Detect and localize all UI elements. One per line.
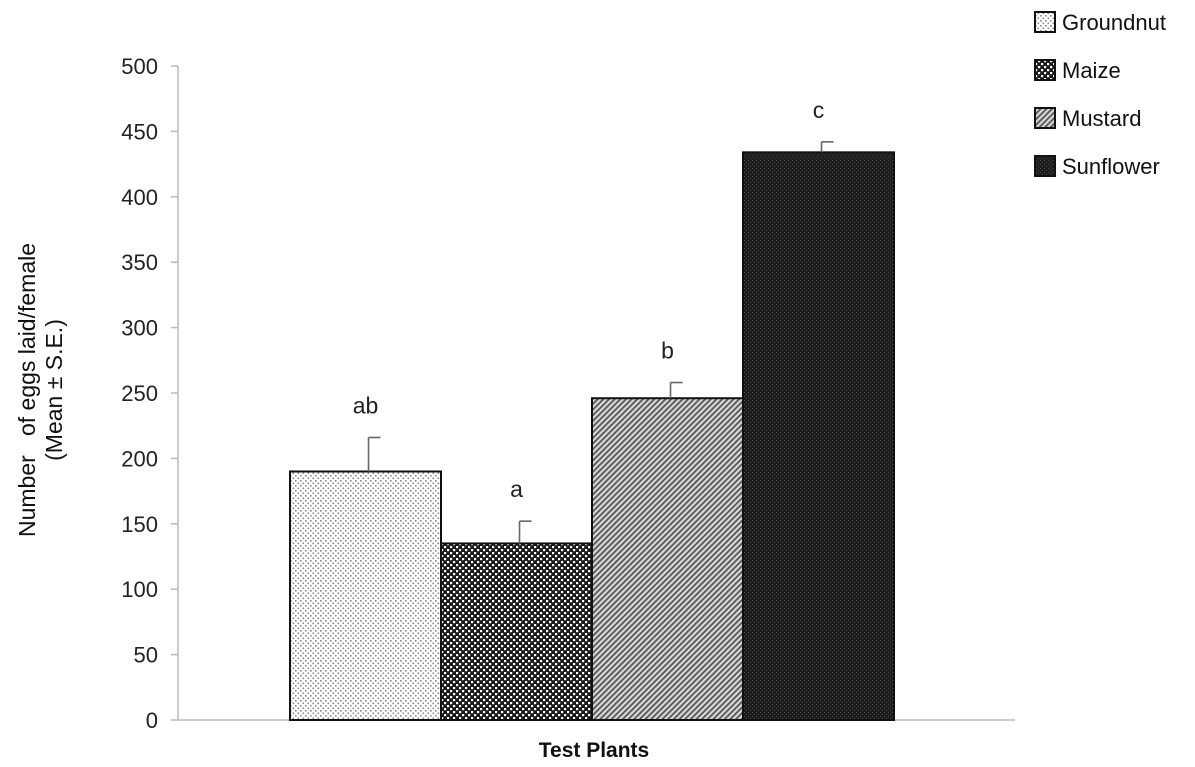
legend-label: Maize [1062, 58, 1121, 83]
y-tick-label: 400 [121, 185, 158, 210]
significance-letter: ab [353, 392, 379, 418]
y-tick-label: 350 [121, 250, 158, 275]
bar-sunflower [742, 151, 895, 721]
x-axis-label: Test Plants [539, 739, 649, 762]
y-tick-label: 500 [121, 54, 158, 79]
error-bars [367, 141, 834, 544]
bars [289, 151, 895, 722]
significance-letter: c [813, 97, 825, 123]
legend-swatch-mustard [1034, 107, 1056, 129]
significance-letter: a [510, 476, 523, 502]
y-tick-label: 300 [121, 316, 158, 341]
legend-label: Sunflower [1062, 154, 1160, 179]
legend-label: Mustard [1062, 106, 1141, 131]
y-axis-label-line1: Number of eggs laid/female [14, 243, 40, 537]
y-tick-label: 450 [121, 119, 158, 144]
y-axis-label: Number of eggs laid/female (Mean ± S.E.) [14, 243, 67, 537]
legend-label: Groundnut [1062, 10, 1166, 35]
significance-letter: b [661, 338, 674, 364]
legend-swatch-maize [1034, 59, 1056, 81]
y-tick-label: 200 [121, 446, 158, 471]
legend: Groundnut Maize Mustard Sunflower [1034, 10, 1166, 179]
y-axis-label-line2: (Mean ± S.E.) [41, 319, 67, 461]
y-tick-label: 0 [146, 708, 158, 733]
y-ticks: 0 50 100 150 200 250 300 350 400 450 500 [121, 54, 178, 733]
bar-mustard [591, 397, 744, 721]
y-tick-label: 50 [134, 643, 158, 668]
legend-swatch-sunflower [1034, 155, 1056, 177]
legend-swatch-groundnut [1034, 11, 1056, 33]
bar-maize [440, 542, 593, 721]
y-tick-label: 150 [121, 512, 158, 537]
y-tick-label: 250 [121, 381, 158, 406]
bar-groundnut [289, 470, 442, 722]
y-tick-label: 100 [121, 577, 158, 602]
